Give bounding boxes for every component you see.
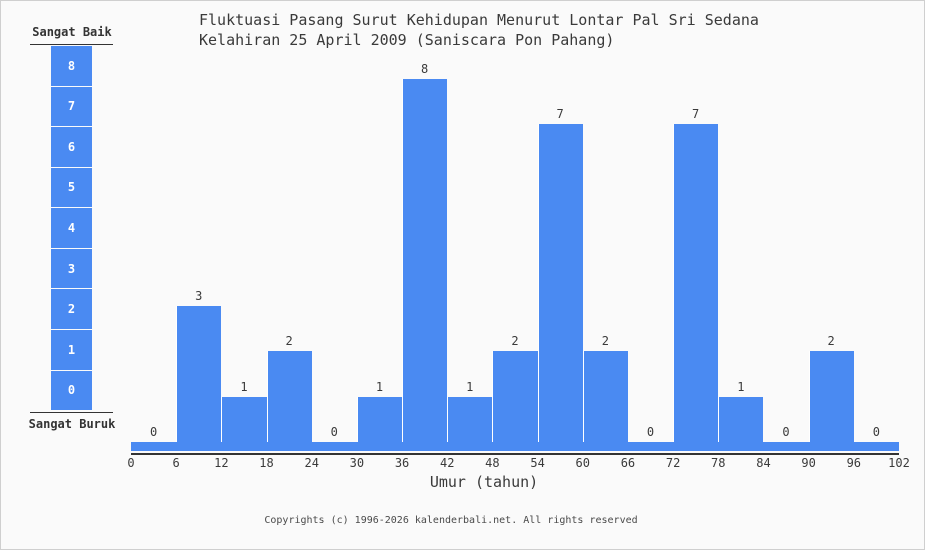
legend-scale-box: 1 xyxy=(51,329,92,370)
bar-value-label: 2 xyxy=(601,334,609,349)
bar-group: 0 xyxy=(628,425,673,442)
bar-group: 0 xyxy=(312,425,357,442)
x-tick-label: 90 xyxy=(801,456,816,470)
bar-value-label: 1 xyxy=(240,379,248,394)
bar xyxy=(582,351,628,442)
bar-group: 2 xyxy=(492,334,538,442)
legend-scale-box: 3 xyxy=(51,248,92,289)
x-tick-label: 0 xyxy=(127,456,135,470)
bar xyxy=(537,124,583,442)
bar-value-label: 0 xyxy=(646,425,655,439)
x-tick-label: 30 xyxy=(349,456,365,470)
bar xyxy=(673,124,719,442)
bar-value-label: 1 xyxy=(737,379,745,394)
bar-group: 7 xyxy=(537,107,583,442)
bar-value-label: 8 xyxy=(421,61,429,76)
bar xyxy=(266,351,312,442)
x-tick-label: 18 xyxy=(259,456,274,470)
x-tick-label: 42 xyxy=(440,456,455,470)
x-tick-label: 72 xyxy=(665,456,681,470)
chart-title-line1: Fluktuasi Pasang Surut Kehidupan Menurut… xyxy=(199,11,759,29)
bar-group: 0 xyxy=(131,425,176,442)
legend-scale-box: 6 xyxy=(51,127,92,167)
bar-value-label: 3 xyxy=(195,288,203,303)
bar-value-label: 0 xyxy=(330,425,338,439)
bar-value-label: 2 xyxy=(285,334,293,349)
bar-group: 1 xyxy=(221,379,267,442)
x-tick-label: 96 xyxy=(846,456,862,470)
bar-group: 2 xyxy=(582,334,628,442)
bar-group: 1 xyxy=(356,379,403,442)
bar xyxy=(221,396,267,442)
x-tick-label: 24 xyxy=(304,456,319,470)
bar xyxy=(402,78,448,442)
bar-value-label: 0 xyxy=(149,425,158,439)
bar xyxy=(176,305,222,442)
bar-value-label: 0 xyxy=(872,425,880,439)
x-tick-label: 78 xyxy=(711,456,726,470)
bar-group: 7 xyxy=(673,107,719,442)
legend-scale-box: 2 xyxy=(51,289,92,329)
bar-baseline-strip xyxy=(131,442,899,451)
x-tick-label: 84 xyxy=(756,456,771,470)
bar-value-label: 1 xyxy=(466,379,474,394)
bar-group: 1 xyxy=(718,379,764,442)
bar-group: 3 xyxy=(176,288,222,442)
copyright-text: Copyrights (c) 1996-2026 kalenderbali.ne… xyxy=(264,515,638,526)
chart-title-line2: Kelahiran 25 April 2009 (Saniscara Pon P… xyxy=(199,31,615,49)
bar xyxy=(356,396,403,442)
bar-group: 2 xyxy=(266,334,312,442)
bar-value-label: 7 xyxy=(692,107,700,122)
x-axis-label: Umur (tahun) xyxy=(429,473,539,491)
legend-scale-box: 4 xyxy=(51,208,92,248)
legend-scale-box: 5 xyxy=(51,167,92,208)
bar-value-label: 2 xyxy=(511,334,519,349)
x-tick-label: 12 xyxy=(214,456,229,470)
bar-group: 1 xyxy=(447,379,493,442)
bar xyxy=(718,396,764,442)
x-tick-label: 54 xyxy=(530,456,545,470)
bar xyxy=(808,351,854,442)
legend-scale-box: 8 xyxy=(51,46,92,86)
x-tick-label: 6 xyxy=(172,456,180,470)
x-axis-line xyxy=(131,453,899,455)
bar-group: 0 xyxy=(763,425,808,442)
x-tick-label: 66 xyxy=(620,456,636,470)
bar-value-label: 0 xyxy=(782,425,790,439)
chart-title: Fluktuasi Pasang Surut Kehidupan Menurut… xyxy=(199,10,759,50)
x-tick-label: 60 xyxy=(575,456,590,470)
bar-group: 2 xyxy=(808,334,854,442)
legend-scale-box: 0 xyxy=(51,370,92,411)
legend-bottom-rule xyxy=(30,412,113,413)
bar-value-label: 2 xyxy=(827,334,835,349)
legend-scale-box: 7 xyxy=(51,86,92,127)
bar-group: 0 xyxy=(854,425,899,442)
legend-top-rule xyxy=(30,44,113,45)
bar-value-label: 7 xyxy=(556,107,564,122)
legend-max-label: Sangat Baik xyxy=(32,25,112,39)
bar xyxy=(492,351,538,442)
x-tick-label: 36 xyxy=(394,456,410,470)
x-tick-label: 102 xyxy=(888,456,910,470)
x-tick-label: 48 xyxy=(485,456,500,470)
legend-min-label: Sangat Buruk xyxy=(28,417,116,431)
bar-value-label: 1 xyxy=(375,379,384,394)
bar xyxy=(447,396,493,442)
bar-group: 8 xyxy=(402,61,448,442)
